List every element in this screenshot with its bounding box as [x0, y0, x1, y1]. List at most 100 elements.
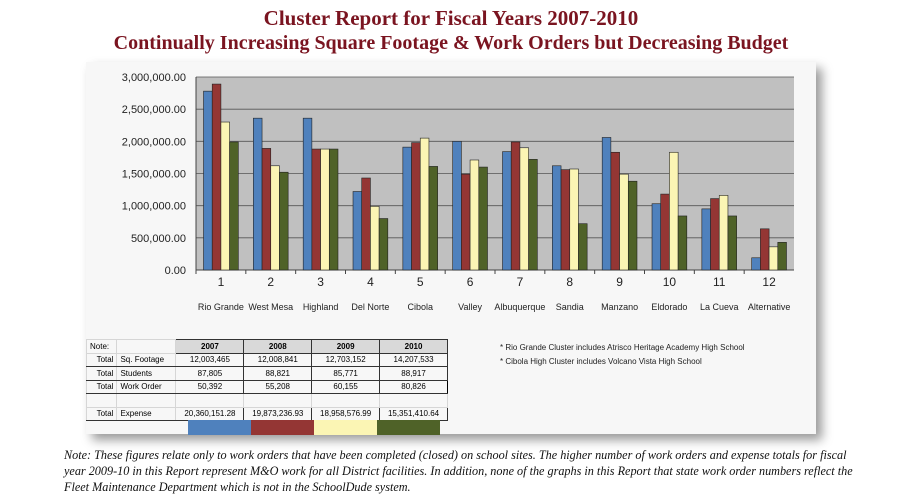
row-prefix: Total [85, 352, 118, 367]
bar [428, 166, 438, 271]
report-note: Note: These figures relate only to work … [64, 448, 853, 494]
category-name-label: Sandia [556, 302, 584, 312]
bar [311, 148, 321, 271]
bar [552, 165, 562, 271]
selected-cell[interactable]: 80,826 [379, 379, 448, 394]
table-header-row: Note: 2007 2008 2009 2010 [85, 339, 448, 354]
bar [253, 117, 263, 271]
table-cell: 50,392 [175, 379, 245, 394]
category-name-label: Valley [458, 302, 482, 312]
category-name-label: La Cueva [700, 302, 739, 312]
bar [677, 215, 688, 271]
x-tick-label: 2 [267, 275, 274, 289]
category-name-label: Manzano [601, 302, 638, 312]
y-tick-label: 2,500,000.00 [122, 104, 186, 116]
table-cell: 12,703,152 [311, 352, 381, 367]
year-color-swatch [188, 420, 251, 435]
spacer-row [85, 393, 448, 408]
bar [701, 208, 711, 271]
bar [502, 151, 512, 271]
x-tick-label: 4 [367, 275, 374, 289]
category-name-label: Eldorado [651, 302, 687, 312]
bar [302, 117, 313, 271]
note-label: Note: [85, 339, 118, 354]
category-name-label: Cibola [407, 302, 433, 312]
table-cell: 12,008,841 [243, 352, 313, 367]
x-tick-label: 6 [467, 275, 474, 289]
summary-table: Note: 2007 2008 2009 2010 Total Sq. Foot… [85, 339, 448, 421]
row-prefix: Total [85, 406, 118, 421]
x-tick-label: 11 [713, 275, 726, 289]
bar [569, 168, 579, 271]
bar [651, 203, 662, 271]
year-color-swatch [377, 420, 440, 435]
bar [370, 206, 380, 271]
y-tick-label: 500,000.00 [131, 233, 186, 245]
bar [361, 177, 371, 271]
footnote: * Cibola High Cluster includes Volcano V… [500, 357, 702, 366]
x-tick-label: 1 [218, 275, 225, 289]
bar [619, 173, 629, 271]
bar [669, 151, 679, 271]
category-name-label: Albuquerque [494, 302, 545, 312]
table-row: Total Sq. Footage 12,003,465 12,008,841 … [85, 352, 448, 367]
bar [270, 165, 280, 271]
bar-chart: 0.00 500,000.00 1,000,000.00 1,500,000.00 2,… [122, 72, 794, 312]
row-prefix: Total [85, 366, 118, 381]
x-tick-label: 7 [517, 275, 524, 289]
year-color-swatch [251, 420, 314, 435]
x-tick-label: 3 [317, 275, 324, 289]
x-tick-label: 9 [616, 275, 623, 289]
bar [610, 151, 620, 271]
bar [710, 198, 720, 271]
row-label: Work Order [116, 379, 177, 394]
year-header: 2009 [311, 339, 381, 354]
page-title: Cluster Report for Fiscal Years 2007-201… [263, 6, 639, 30]
category-name-label: Rio Grande [198, 302, 244, 312]
table-cell: 18,958,576.99 [311, 406, 381, 421]
bar [211, 83, 222, 271]
table-cell: 55,208 [243, 379, 313, 394]
bar [328, 148, 339, 271]
bar [528, 159, 538, 271]
bar [279, 171, 289, 271]
bar [768, 246, 779, 271]
bar [320, 148, 330, 271]
table-row: Total Work Order 50,392 55,208 60,155 80… [85, 379, 448, 394]
table-cell: 15,351,410.64 [379, 406, 448, 421]
table-cell: 20,360,151.28 [175, 406, 245, 421]
table-cell: 60,155 [311, 379, 381, 394]
year-header: 2010 [379, 339, 448, 354]
y-tick-label: 2,000,000.00 [122, 136, 186, 148]
page-subtitle: Continually Increasing Square Footage & … [113, 32, 789, 54]
year-color-swatch [314, 420, 377, 435]
category-name-label: Del Norte [351, 302, 389, 312]
category-name-label: West Mesa [248, 302, 293, 312]
footnote: * Rio Grande Cluster includes Atrisco He… [500, 343, 745, 352]
bar [402, 146, 412, 271]
expense-row: Total Expense 20,360,151.28 19,873,236.9… [85, 406, 448, 421]
category-name-label: Alternative [748, 302, 791, 312]
table-cell: 85,771 [311, 366, 381, 381]
x-tick-label: 5 [417, 275, 424, 289]
bar [578, 223, 588, 271]
bar [660, 193, 670, 271]
bar [519, 147, 529, 271]
bar [510, 141, 521, 271]
bar [452, 141, 462, 271]
bar [419, 137, 430, 271]
header-spacer [116, 339, 177, 354]
bar [229, 141, 239, 271]
year-header: 2008 [243, 339, 313, 354]
table-cell: 87,805 [175, 366, 245, 381]
x-tick-label: 8 [566, 275, 573, 289]
table-cell: 12,003,465 [175, 352, 245, 367]
bar [627, 180, 638, 271]
bar [461, 173, 471, 271]
bar [760, 228, 770, 271]
bar [261, 148, 272, 271]
bar [203, 90, 213, 271]
y-tick-label: 1,000,000.00 [122, 201, 186, 213]
x-tick-label: 10 [663, 275, 677, 289]
bar [220, 121, 230, 271]
